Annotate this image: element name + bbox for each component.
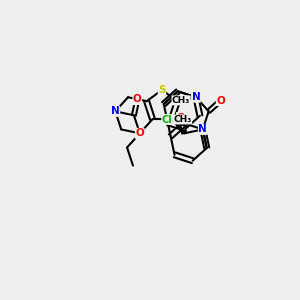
Text: Cl: Cl [162,115,172,124]
Text: S: S [158,85,166,95]
Text: N: N [192,92,200,102]
Text: N: N [111,106,120,116]
Text: CH₃: CH₃ [172,96,190,105]
Text: CH₃: CH₃ [173,115,192,124]
Text: O: O [176,112,185,123]
Text: O: O [216,95,225,106]
Text: O: O [135,128,144,138]
Text: O: O [133,94,142,104]
Text: N: N [198,124,207,134]
